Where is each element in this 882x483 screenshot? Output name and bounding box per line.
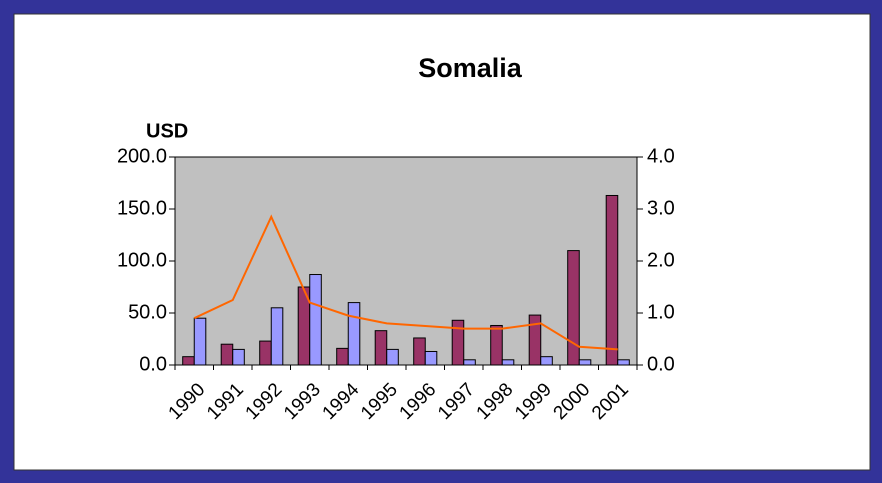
y-tick-label: 50.0 [128,301,167,323]
bar [463,359,476,366]
bar [490,324,503,366]
bar [540,356,553,366]
bar [424,350,438,366]
bar [347,302,361,366]
bar [605,194,619,366]
chart-title: Somalia [418,53,523,83]
bar [193,317,207,366]
bar [578,359,592,366]
bar [336,347,349,366]
y2-tick-label: 2.0 [647,249,675,271]
bar [501,359,515,366]
plot-area [174,156,638,366]
bar [182,356,195,366]
bar [413,337,426,366]
bar [374,330,388,366]
line [193,214,618,351]
bar [232,348,245,366]
y-tick-label: 150.0 [117,197,167,219]
bar [451,319,465,366]
y2-tick-label: 4.0 [647,145,675,167]
y-tick-label: 100.0 [117,249,167,271]
bar [386,348,399,366]
y-tick-label: 0.0 [139,353,167,375]
bar [309,274,322,366]
bar [567,250,580,366]
bar [259,340,272,366]
y2-tick-label: 1.0 [647,301,675,323]
bar [617,359,630,366]
y2-tick-label: 3.0 [647,197,675,219]
y2-tick-label: 0.0 [647,353,675,375]
bar [528,314,542,366]
y-axis-label: USD [146,120,188,142]
bar [220,343,234,366]
y-tick-label: 200.0 [117,145,167,167]
bar [270,307,284,366]
